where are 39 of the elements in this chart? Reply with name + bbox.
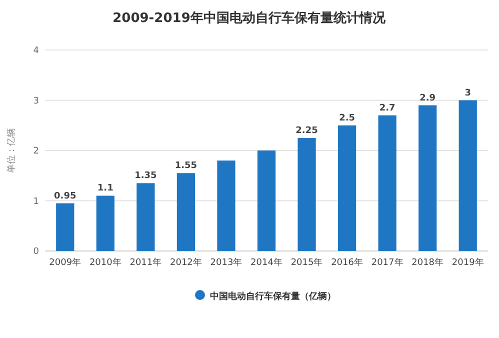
bar [136, 183, 155, 251]
data-label: 2.9 [420, 93, 436, 104]
data-label: 3 [464, 88, 471, 98]
data-label: 1.35 [134, 171, 157, 182]
x-tick-label: 2009年 [49, 257, 82, 268]
y-tick-label: 3 [33, 96, 39, 106]
bar [257, 150, 276, 251]
y-tick-label: 4 [33, 46, 40, 56]
x-tick-label: 2015年 [290, 257, 323, 268]
bar [298, 138, 316, 251]
data-label: 0.95 [54, 191, 76, 202]
data-label: 2.7 [379, 103, 396, 114]
data-label: 2.5 [339, 113, 356, 124]
y-axis-title: 单位：亿辆 [6, 128, 17, 173]
y-tick-label: 1 [33, 196, 39, 207]
bar [418, 105, 437, 251]
x-tick-label: 2018年 [412, 257, 444, 268]
bar [96, 196, 114, 251]
data-label: 1.55 [174, 161, 198, 172]
bar [56, 203, 74, 251]
x-tick-label: 2011年 [130, 257, 162, 268]
bar [176, 173, 196, 251]
x-tick-label: 2013年 [210, 257, 242, 268]
bar [458, 100, 477, 251]
bar [217, 160, 236, 251]
x-tick-label: 2012年 [170, 257, 202, 268]
bar [378, 115, 396, 251]
legend-label: 中国电动自行车保有量（亿辆） [210, 291, 336, 302]
x-tick-label: 2016年 [331, 257, 363, 268]
x-tick-label: 2019年 [452, 257, 484, 268]
x-tick-label: 2014年 [250, 257, 282, 268]
y-tick-label: 0 [33, 247, 40, 257]
data-label: 2.25 [296, 126, 318, 136]
data-label: 1.1 [97, 184, 114, 194]
x-tick-label: 2010年 [89, 257, 122, 268]
y-tick-label: 2 [33, 146, 39, 156]
chart-title: 2009-2019年中国电动自行车保有量统计情况 [112, 10, 386, 26]
bar [338, 125, 356, 251]
x-tick-label: 2017年 [371, 257, 404, 268]
